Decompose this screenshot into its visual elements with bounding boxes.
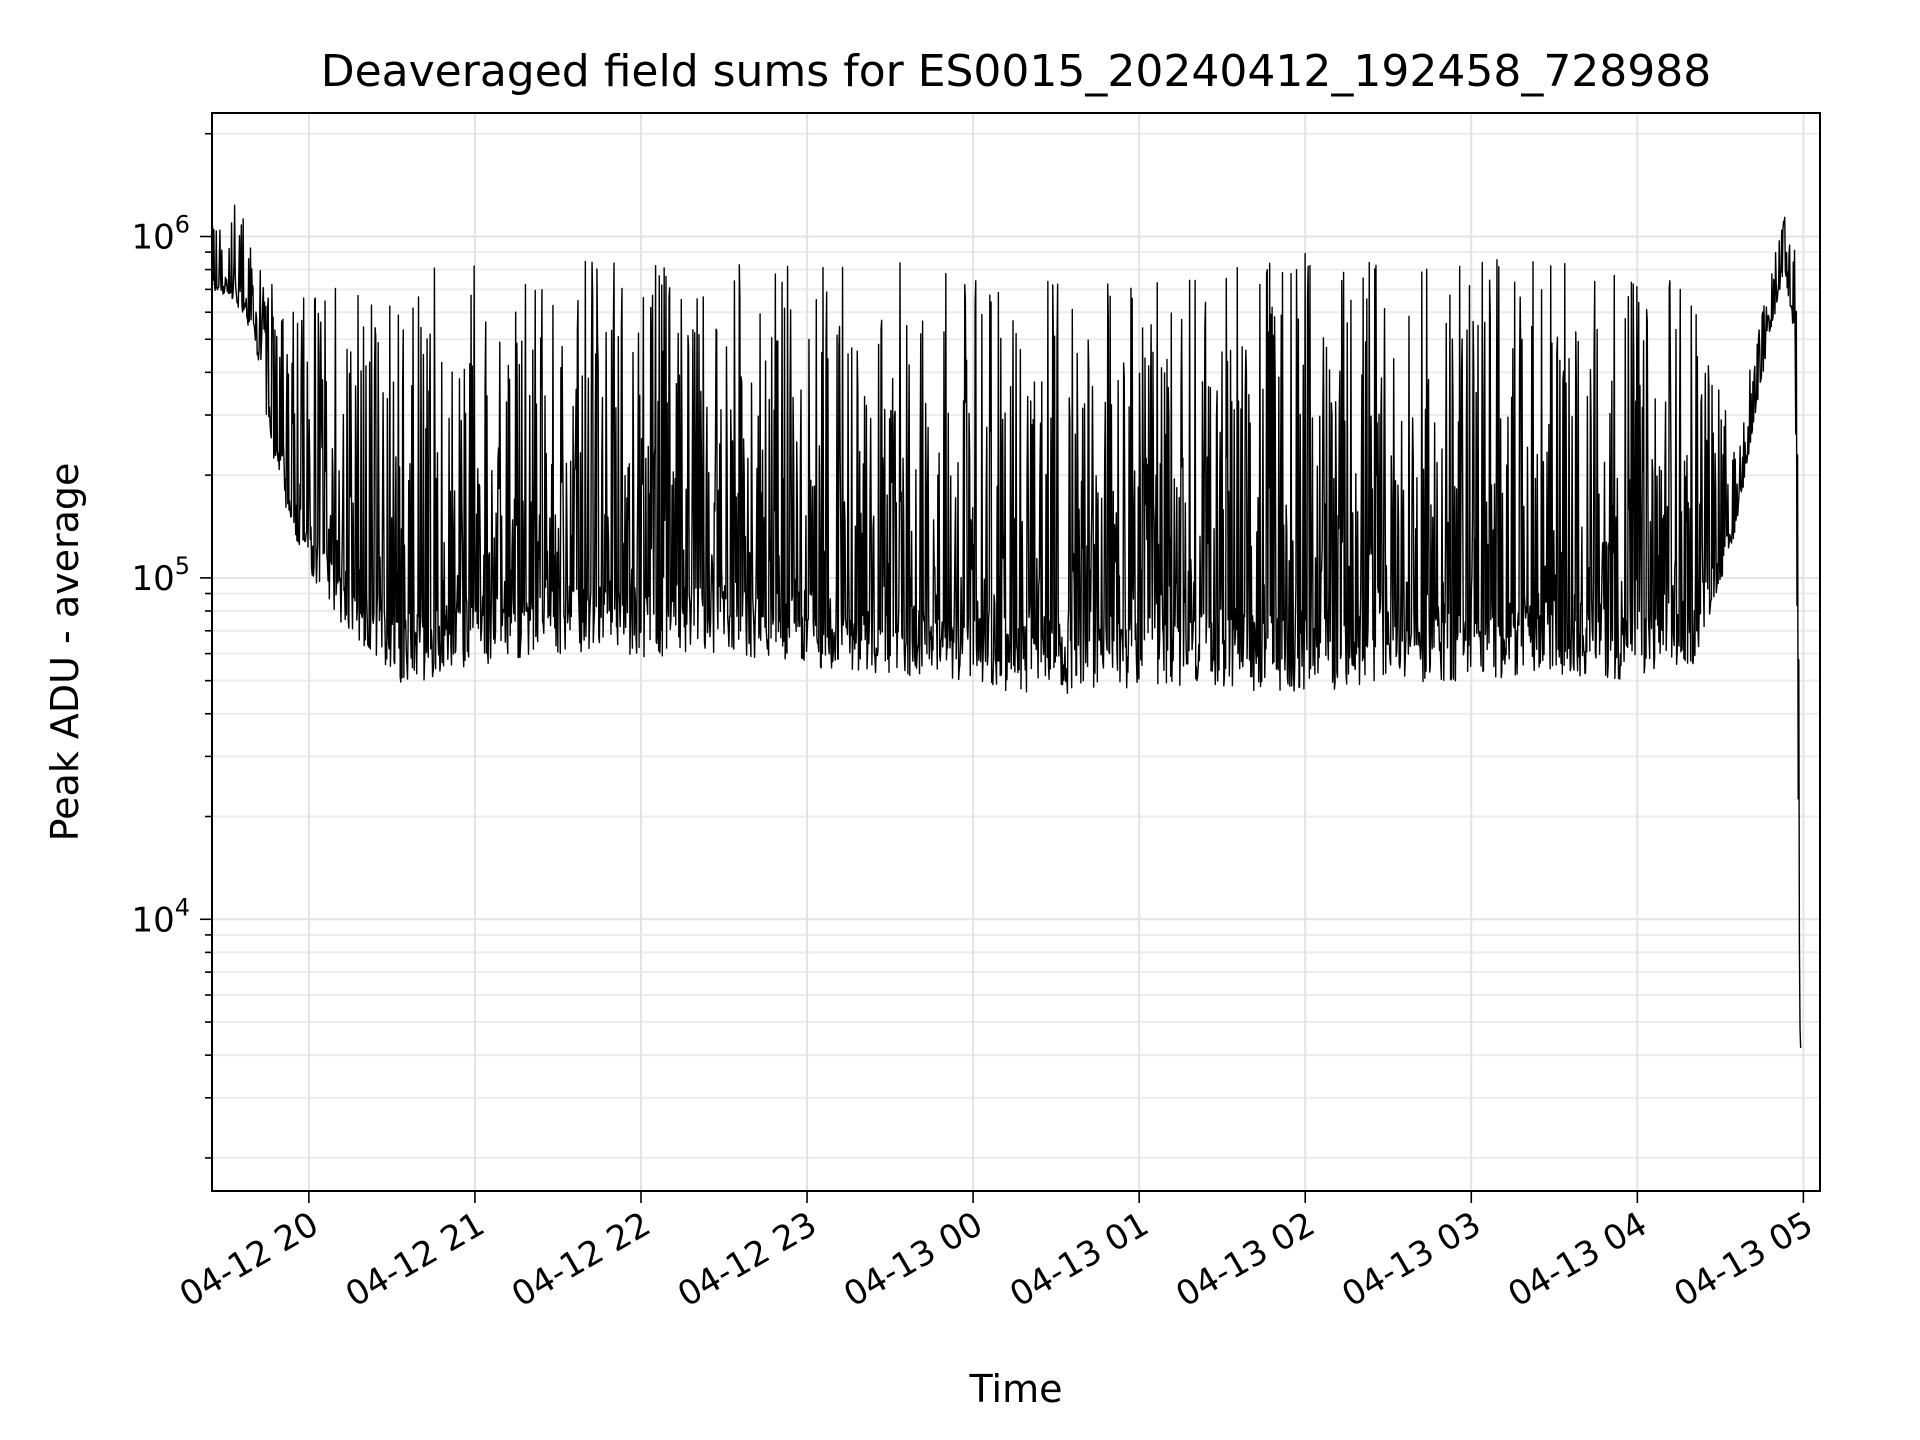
y-tick-label: 104 [131, 893, 190, 940]
series-line [211, 204, 1802, 1048]
chart-title: Deaveraged field sums for ES0015_2024041… [321, 46, 1712, 97]
plot-frame [211, 112, 1821, 1192]
y-axis-label: Peak ADU - average [43, 463, 87, 842]
y-axis: 104 105 106 [131, 132, 212, 1159]
y-tick-label: 105 [131, 552, 190, 599]
y-tick-label: 106 [131, 210, 190, 257]
x-axis-label: Time [969, 1367, 1063, 1411]
series [211, 204, 1802, 1048]
